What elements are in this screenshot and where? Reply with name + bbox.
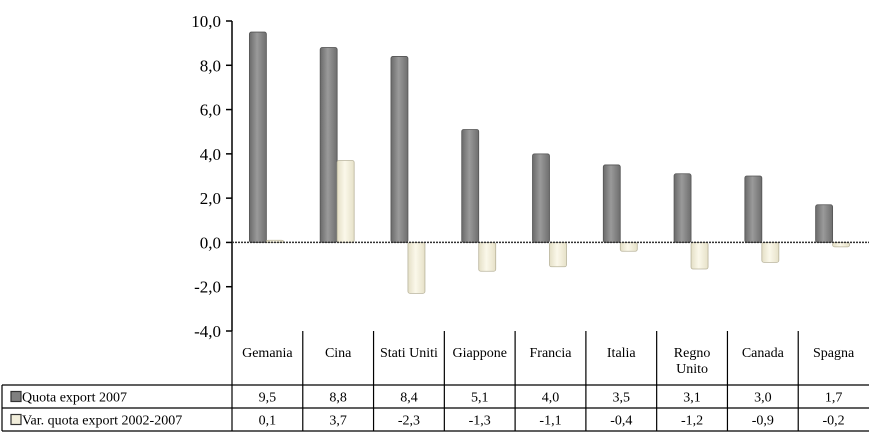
bar-var-quota: [549, 242, 567, 268]
data-table-value: 9,5: [259, 391, 277, 406]
data-table-value: 3,7: [329, 414, 347, 429]
bar-var-quota: [690, 242, 709, 270]
data-table-value: 8,8: [329, 391, 347, 406]
data-table-value: 0,1: [259, 414, 277, 429]
data-table-value: -1,2: [681, 414, 703, 429]
legend-series-label: Var. quota export 2002-2007: [22, 414, 182, 429]
data-table-value: 5,1: [471, 391, 489, 406]
x-category-label: Gemania: [242, 346, 293, 361]
bar-quota-export: [602, 164, 621, 243]
x-category-label: Italia: [607, 346, 637, 361]
legend-series-label: Quota export 2007: [22, 391, 127, 406]
bar-var-quota: [619, 242, 638, 252]
y-tick-label: -2,0: [194, 278, 221, 297]
data-table-value: -2,3: [398, 414, 420, 429]
data-table-value: 3,1: [683, 391, 701, 406]
x-category-label: Francia: [530, 346, 573, 361]
y-tick-label: -4,0: [194, 322, 221, 341]
bar-quota-export: [248, 31, 267, 243]
data-table-value: 8,4: [400, 391, 418, 406]
bar-quota-export: [390, 56, 409, 243]
bar-quota-export: [815, 204, 834, 243]
bar-var-quota: [761, 242, 780, 263]
data-table-value: 3,0: [754, 391, 772, 406]
legend-marker: [10, 413, 22, 426]
y-tick-label: 6,0: [200, 101, 221, 120]
y-tick-label: 2,0: [200, 189, 221, 208]
bar-quota-export: [532, 153, 550, 243]
x-category-label: Spagna: [813, 346, 855, 361]
bar-quota-export: [319, 47, 338, 243]
data-table-value: -1,1: [539, 414, 561, 429]
data-table-value: 3,5: [613, 391, 631, 406]
x-category-label: Regno Unito: [674, 346, 711, 377]
bar-var-quota: [478, 242, 497, 272]
legend-marker: [10, 390, 22, 403]
bar-quota-export: [744, 175, 763, 243]
y-tick-label: 4,0: [200, 145, 221, 164]
y-tick-label: 10,0: [191, 12, 221, 31]
x-category-label: Cina: [325, 346, 352, 361]
y-tick-label: 0,0: [200, 233, 221, 252]
bar-var-quota: [336, 160, 355, 243]
bar-quota-export: [673, 173, 692, 243]
data-table-value: 1,7: [825, 391, 843, 406]
data-table-value: 4,0: [542, 391, 560, 406]
bar-var-quota: [407, 242, 426, 294]
data-table-value: -0,2: [823, 414, 845, 429]
data-table-value: -0,4: [610, 414, 632, 429]
x-category-label: Stati Uniti: [380, 346, 438, 361]
x-category-label: Giappone: [453, 346, 507, 361]
data-table-value: -1,3: [469, 414, 491, 429]
bar-quota-export: [461, 129, 480, 243]
data-table-value: -0,9: [752, 414, 774, 429]
y-tick-label: 8,0: [200, 56, 221, 75]
x-category-label: Canada: [742, 346, 785, 361]
